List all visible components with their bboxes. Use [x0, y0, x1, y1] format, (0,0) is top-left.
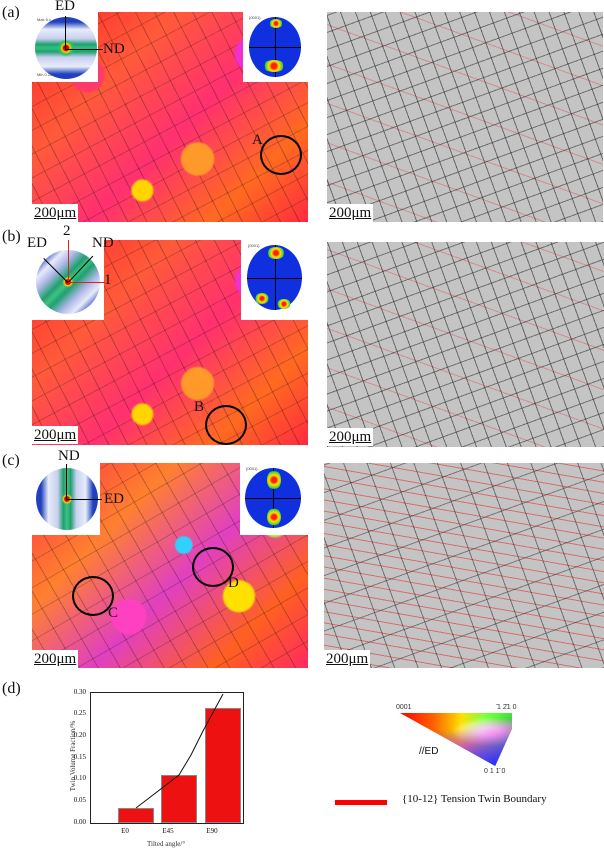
axis-label-nd: ND	[92, 235, 114, 251]
pole-header: {0001}	[248, 243, 260, 248]
scale-bar-a: 200μm	[32, 204, 79, 222]
y-tick: 0.15	[73, 753, 86, 761]
panel-label-a: (a)	[2, 4, 20, 21]
y-tick: 0.25	[73, 709, 86, 717]
axis-label-nd: ND	[103, 41, 125, 57]
y-tick: 0.10	[73, 774, 86, 782]
axis-label-nd: ND	[58, 448, 80, 464]
axis-label-2: 2	[63, 223, 71, 239]
pole-min-label: Min 0.28	[37, 72, 53, 77]
x-tick-e90: E90	[206, 827, 218, 835]
scale-bar-b: 200μm	[32, 426, 79, 444]
pole-axis-line-1	[68, 282, 105, 283]
bar-e0	[118, 808, 154, 823]
pole-axis-line	[65, 16, 66, 49]
panel-label-b: (b)	[2, 228, 21, 245]
highlight-circle-c	[72, 576, 114, 616]
marker-d: D	[228, 575, 239, 591]
marker-c: C	[108, 605, 119, 621]
pole-axis-line	[66, 499, 102, 500]
marker-b: B	[194, 399, 205, 415]
grain-boundary-map-b	[327, 242, 604, 447]
pole-figure-c-right	[245, 468, 301, 528]
ipf-corner-01m10: 0 1 1̄ 0	[484, 768, 506, 775]
ipf-color-key-overlay	[400, 713, 512, 766]
x-tick-e45: E45	[162, 827, 174, 835]
twin-boundary-legend-swatch	[335, 800, 387, 805]
pole-header: {0001}	[246, 466, 258, 471]
pole-axis-line-2	[68, 240, 69, 282]
pole-axis-line	[65, 49, 103, 50]
grain-boundary-map-c	[324, 463, 604, 668]
axis-label-ed: ED	[27, 235, 47, 251]
pole-header: {0001}	[249, 15, 261, 20]
panel-label-c: (c)	[2, 452, 20, 469]
pole-max-label: Max 5.x	[37, 17, 52, 22]
highlight-circle-b	[205, 405, 247, 445]
grain-boundary-map-a	[327, 12, 603, 222]
ipf-corner-m12m10: ̄1 2̄1 0	[497, 704, 517, 711]
marker-a: A	[252, 132, 263, 148]
highlight-circle-a	[260, 135, 302, 175]
pole-figure-a-right	[249, 17, 301, 77]
pole-figure-b-right	[247, 245, 302, 310]
chart-x-axis-label: Tilted angle/°	[147, 840, 186, 848]
panel-label-d: (d)	[2, 680, 21, 697]
ipf-direction-label: //ED	[419, 746, 439, 757]
bar-e45	[161, 775, 197, 823]
bar-chart-plot-area	[90, 692, 244, 824]
axis-label-ed: ED	[55, 0, 75, 14]
trend-line	[135, 693, 224, 809]
scale-bar-b-right: 200μm	[327, 428, 374, 446]
x-tick-e0: E0	[121, 827, 129, 835]
scale-bar-c-right: 200μm	[324, 650, 371, 668]
y-tick: 0.20	[73, 731, 86, 739]
y-tick: 0.00	[73, 818, 86, 826]
bar-e90	[205, 708, 241, 823]
axis-label-1: 1	[104, 272, 112, 288]
pole-figure-a-left	[35, 17, 97, 79]
ipf-corner-0001: 0001	[396, 704, 412, 711]
y-tick: 0.05	[73, 796, 86, 804]
scale-bar-c: 200μm	[32, 650, 79, 668]
y-tick: 0.30	[73, 688, 86, 696]
axis-label-ed: ED	[104, 491, 124, 507]
pole-axis-line	[66, 464, 67, 499]
scale-bar-a-right: 200μm	[327, 204, 374, 222]
highlight-circle-d	[192, 547, 234, 587]
twin-boundary-legend-label: {10-12} Tension Twin Boundary	[402, 793, 547, 805]
